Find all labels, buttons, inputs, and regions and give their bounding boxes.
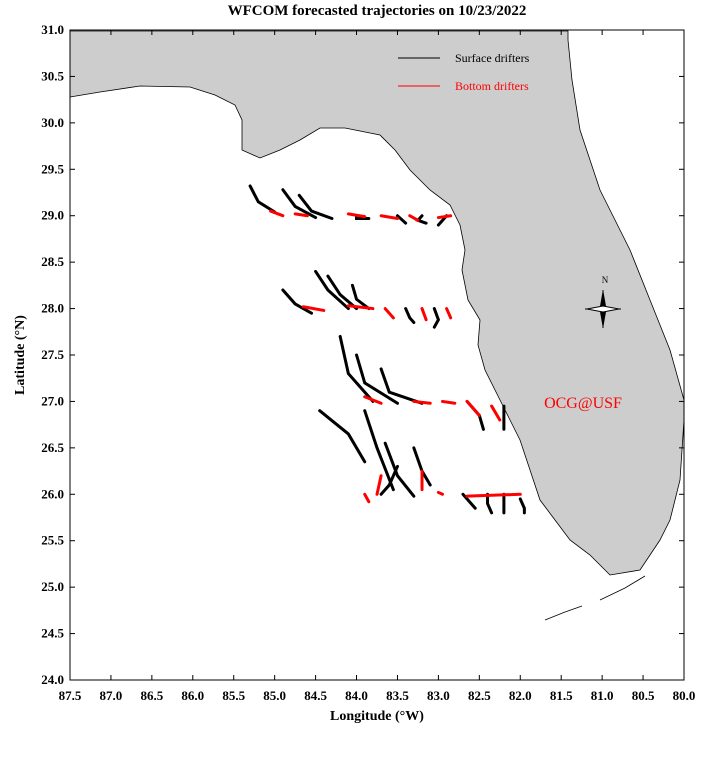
drifter-track bbox=[346, 212, 367, 219]
drifter-track bbox=[465, 399, 481, 417]
x-tick-label: 83.0 bbox=[427, 688, 450, 703]
drifter-track bbox=[293, 212, 309, 218]
x-tick-label: 80.5 bbox=[632, 688, 655, 703]
y-tick-label: 25.0 bbox=[41, 579, 64, 594]
x-axis-label: Longitude (°W) bbox=[330, 709, 424, 724]
y-tick-label: 28.0 bbox=[41, 301, 64, 316]
y-tick-label: 27.0 bbox=[41, 393, 64, 408]
drifter-track bbox=[518, 497, 526, 515]
drifter-track bbox=[379, 464, 399, 496]
y-tick-label: 24.5 bbox=[41, 626, 64, 641]
y-tick-label: 28.5 bbox=[41, 254, 64, 269]
compass-label: N bbox=[602, 275, 609, 285]
drifter-track bbox=[490, 404, 502, 422]
drifter-track bbox=[281, 288, 314, 315]
drifter-track bbox=[465, 492, 522, 498]
x-tick-label: 82.0 bbox=[509, 688, 532, 703]
y-tick-label: 31.0 bbox=[41, 22, 64, 37]
drifter-track bbox=[248, 184, 277, 214]
y-tick-label: 25.5 bbox=[41, 533, 64, 548]
drifter-track bbox=[486, 492, 494, 515]
drifter-track bbox=[269, 209, 285, 218]
compass bbox=[585, 290, 621, 328]
x-tick-label: 84.5 bbox=[304, 688, 327, 703]
x-tick-label: 81.5 bbox=[550, 688, 573, 703]
drifter-track bbox=[445, 307, 453, 320]
drifter-track bbox=[408, 214, 420, 222]
land bbox=[69, 30, 685, 576]
y-tick-label: 26.5 bbox=[41, 440, 64, 455]
x-tick-label: 87.0 bbox=[100, 688, 123, 703]
x-tick-label: 83.5 bbox=[386, 688, 409, 703]
x-tick-label: 81.0 bbox=[591, 688, 614, 703]
x-tick-label: 85.5 bbox=[222, 688, 245, 703]
annotation: OCG@USF bbox=[544, 395, 622, 412]
drifter-track bbox=[281, 188, 318, 220]
x-tick-label: 80.0 bbox=[673, 688, 696, 703]
drifter-track bbox=[379, 214, 399, 220]
drifter-track bbox=[395, 214, 408, 225]
drifter-track bbox=[326, 274, 359, 311]
drifter-track bbox=[338, 334, 375, 403]
drifter-track bbox=[346, 304, 375, 311]
drifter-track bbox=[301, 305, 326, 312]
y-tick-label: 27.5 bbox=[41, 347, 64, 362]
keys bbox=[544, 575, 646, 621]
drifter-track bbox=[355, 353, 399, 405]
x-tick-label: 85.0 bbox=[263, 688, 286, 703]
drifter-track bbox=[436, 214, 453, 220]
x-tick-label: 84.0 bbox=[345, 688, 368, 703]
x-tick-label: 87.5 bbox=[59, 688, 82, 703]
x-tick-label: 82.5 bbox=[468, 688, 491, 703]
drifter-track bbox=[432, 307, 441, 329]
y-tick-label: 29.5 bbox=[41, 161, 64, 176]
x-tick-label: 86.0 bbox=[181, 688, 204, 703]
y-tick-label: 24.0 bbox=[41, 672, 64, 687]
y-tick-label: 29.0 bbox=[41, 208, 64, 223]
drifter-track bbox=[314, 269, 350, 311]
drifter-track bbox=[404, 307, 416, 324]
y-axis-label: Latitude (°N) bbox=[13, 315, 28, 395]
x-tick-label: 86.5 bbox=[140, 688, 163, 703]
drifter-track bbox=[379, 367, 424, 405]
drifter-track bbox=[383, 441, 416, 498]
drifter-track bbox=[363, 395, 383, 405]
y-tick-label: 30.0 bbox=[41, 115, 64, 130]
drifter-track bbox=[363, 409, 395, 492]
legend-label: Bottom drifters bbox=[455, 79, 529, 93]
y-tick-label: 30.5 bbox=[41, 68, 64, 83]
drifter-track bbox=[420, 307, 428, 322]
chart-title: WFCOM forecasted trajectories on 10/23/2… bbox=[228, 3, 527, 19]
drifter-track bbox=[383, 307, 395, 320]
drifter-track bbox=[350, 283, 371, 311]
drifter-track bbox=[415, 214, 428, 225]
drifter-track bbox=[375, 474, 383, 496]
drifter-track bbox=[297, 193, 334, 220]
y-tick-label: 26.0 bbox=[41, 486, 64, 501]
drifter-track bbox=[461, 492, 477, 510]
drifter-track bbox=[436, 490, 444, 496]
drifter-track bbox=[412, 399, 432, 405]
drifter-track bbox=[318, 409, 367, 464]
drifter-track bbox=[363, 492, 371, 504]
legend-label: Surface drifters bbox=[455, 51, 530, 65]
drifter-track bbox=[440, 399, 457, 405]
